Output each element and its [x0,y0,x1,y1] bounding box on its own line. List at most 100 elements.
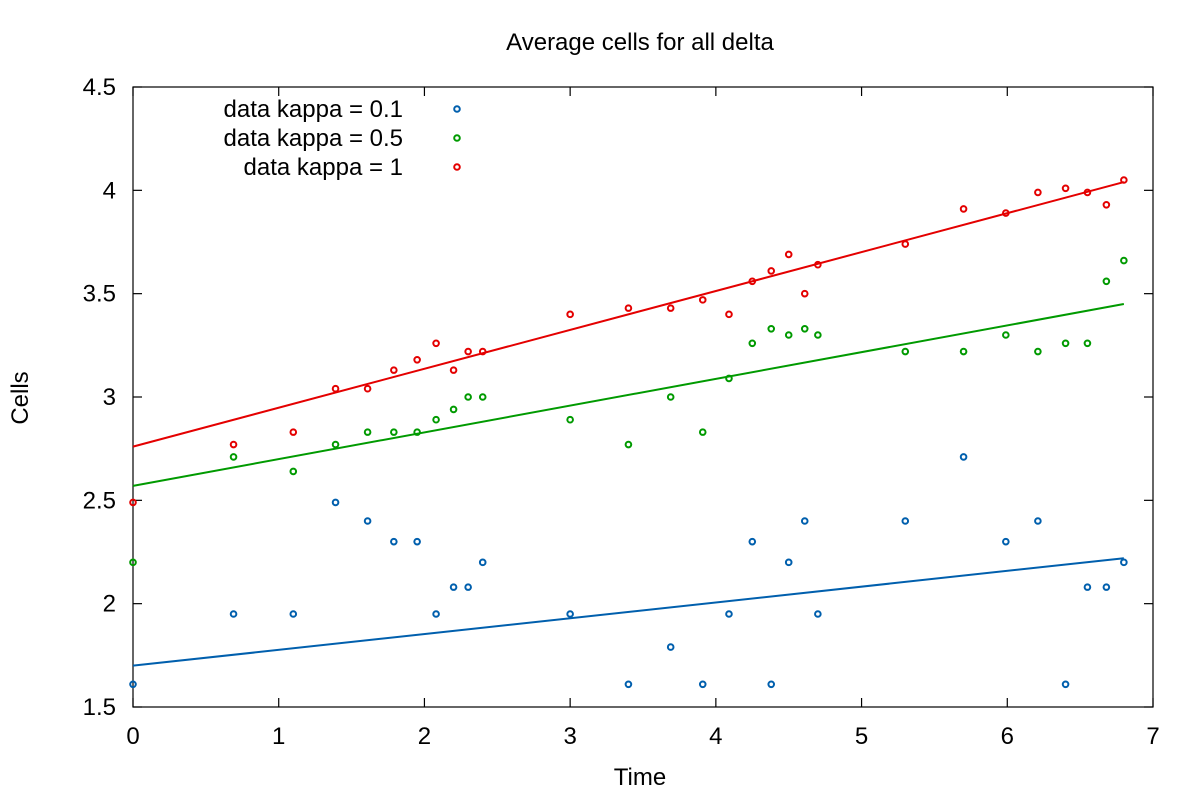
data-point [767,267,776,275]
data-point [1002,209,1010,217]
legend-marker [453,105,461,113]
data-point [449,405,458,414]
data-point [363,517,372,525]
data-point [432,339,440,348]
data-point [725,610,733,618]
data-point [331,384,340,393]
data-point [901,517,910,525]
fit-line [132,303,1125,487]
data-point [464,393,472,401]
data-point [229,440,238,449]
data-point [363,428,372,436]
data-point [566,310,574,319]
data-point [800,289,809,298]
data-point [413,537,421,546]
y-tick-label: 3 [103,384,116,411]
y-tick-label: 4 [103,177,116,204]
x-tick-label: 5 [855,723,868,750]
y-tick-label: 1.5 [83,694,116,721]
data-point [1002,537,1010,546]
data-point [390,537,398,546]
data-point [901,347,910,356]
x-tick-label: 6 [1001,723,1014,750]
y-tick-label: 4.5 [83,74,116,101]
data-point [901,240,910,248]
data-point [1102,277,1111,286]
data-point [698,296,707,304]
data-point [129,680,137,689]
data-point [767,680,776,689]
data-point [129,498,137,507]
legend-label: data kappa = 0.5 [224,125,403,152]
data-point [566,415,574,424]
y-tick-label: 2.5 [83,487,116,514]
data-point [959,453,968,461]
data-point [800,517,809,525]
fit-line [132,181,1125,448]
data-point [959,205,968,213]
data-point [1083,188,1092,197]
data-point [229,453,238,461]
data-point [1034,188,1042,197]
data-point [624,440,633,449]
data-point [725,310,733,319]
data-point [229,610,238,618]
data-point [390,428,398,436]
data-point [566,610,574,618]
legend-label: data kappa = 1 [244,154,403,181]
data-point [784,331,793,339]
data-point [289,610,298,618]
y-tick-label: 2 [103,591,116,618]
data-point [1083,583,1092,591]
data-point [129,558,137,567]
data-point [1083,339,1092,348]
data-point [784,250,793,259]
data-point [666,304,675,312]
data-point [1034,347,1042,356]
data-point [748,339,757,348]
x-tick-label: 3 [563,723,576,750]
data-point [1102,583,1111,591]
x-tick-label: 7 [1146,723,1159,750]
data-point [449,366,458,374]
data-point [624,680,633,689]
data-point [1061,339,1070,348]
data-point [432,610,440,618]
legend-marker [453,134,461,142]
data-point [814,260,822,269]
data-point [959,347,968,356]
data-point [1120,176,1128,184]
data-point [413,428,421,436]
data-point [1120,558,1128,567]
data-point [725,374,733,383]
data-point [289,467,298,476]
data-point [814,331,822,339]
axes-ticks: 0 1 2 3 4 5 6 7 1.5 2 2.5 3 3.5 4 4.5 [83,74,1160,750]
data-point [784,558,793,567]
data-points [129,176,1128,689]
data-point [464,347,472,356]
data-point [464,583,472,591]
data-point [666,393,675,401]
x-tick-label: 2 [418,723,431,750]
data-point [1061,184,1070,193]
data-point [800,325,809,333]
data-point [478,558,487,567]
data-point [363,384,372,393]
x-tick-label: 0 [126,723,139,750]
fit-line [132,557,1124,667]
data-point [432,415,440,424]
data-point [767,325,776,333]
x-axis-label: Time [614,764,666,791]
data-point [1034,517,1042,525]
data-point [478,347,487,356]
data-point [814,610,822,618]
data-point [331,440,340,449]
data-point [624,304,633,312]
x-tick-label: 1 [272,723,285,750]
chart-title: Average cells for all delta [506,29,774,56]
data-point [390,366,398,374]
data-point [1102,201,1111,209]
data-point [1061,680,1070,689]
